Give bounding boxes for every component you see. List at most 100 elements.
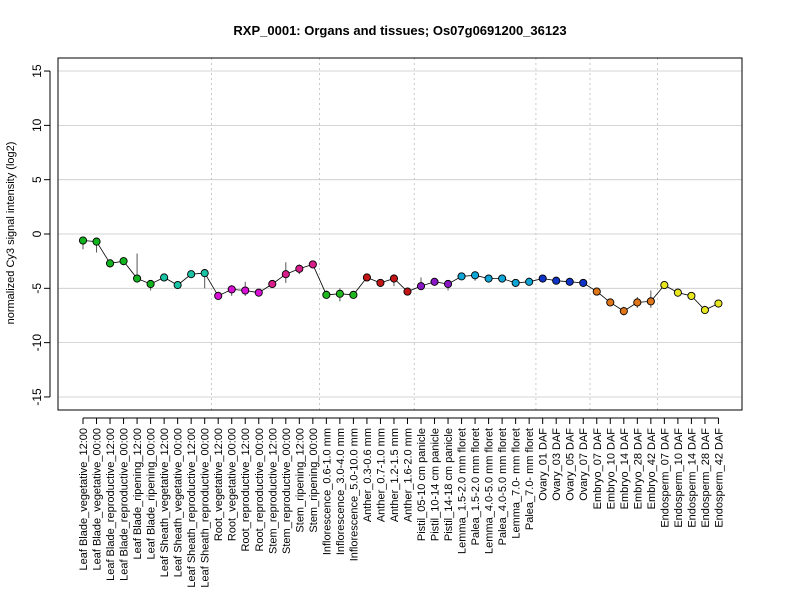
data-point xyxy=(700,305,709,315)
data-point xyxy=(511,278,520,287)
data-point xyxy=(484,274,493,283)
data-point xyxy=(335,289,344,298)
x-tick-label: Ovary_03 DAF xyxy=(551,428,563,501)
x-tick-label: Palea_1.5-2.0 mm floret xyxy=(470,428,482,545)
x-tick-label: Endosperm_10 DAF xyxy=(673,428,685,528)
x-tick-label: Pistil_14-18 cm panicle xyxy=(443,428,455,541)
y-axis: -15 -10 -5 0 5 10 15 xyxy=(30,64,51,406)
x-tick-label: Lemma_7.0- mm floret xyxy=(511,428,523,539)
x-tick-label: Palea_4.0-5.0 mm floret xyxy=(497,428,509,545)
data-point xyxy=(200,269,209,278)
x-tick-label: Leaf Sheath_reproductive_00:00 xyxy=(200,428,212,588)
data-point xyxy=(349,290,358,299)
data-point xyxy=(619,307,628,316)
x-tick-label: Pistil_10-14 cm panicle xyxy=(430,428,442,541)
x-tick-label: Endosperm_07 DAF xyxy=(659,428,671,528)
data-point xyxy=(579,278,588,287)
x-tick-label: Leaf Blade_ripening_00:00 xyxy=(146,428,158,560)
x-tick-label: Pistil_05-10 cm panicle xyxy=(416,428,428,541)
data-point xyxy=(268,279,277,289)
x-tick-label: Leaf Sheath_vegetative_12:00 xyxy=(159,428,171,577)
x-tick-label: Leaf Blade_ripening_12:00 xyxy=(132,428,144,560)
x-tick-label: Anther_0.7-1.0 mm xyxy=(375,428,387,522)
data-point xyxy=(714,299,723,308)
x-tick-label: Embryo_14 DAF xyxy=(619,428,631,510)
x-tick-label: Embryo_07 DAF xyxy=(592,428,604,510)
x-tick-label: Inflorescence_0.6-1.0 mm xyxy=(321,428,333,555)
data-point xyxy=(160,273,169,282)
x-tick-label: Anther_1.6-2.0 mm xyxy=(402,428,414,522)
data-point xyxy=(646,297,655,306)
data-point-layer xyxy=(78,236,723,316)
x-tick-label: Endosperm_14 DAF xyxy=(686,428,698,528)
x-tick-label: Stem_reproductive_12:00 xyxy=(267,428,279,554)
data-point xyxy=(592,287,601,296)
x-tick-label: Endosperm_28 DAF xyxy=(700,428,712,528)
plot-frame xyxy=(57,57,743,411)
data-point xyxy=(254,288,263,297)
data-point xyxy=(687,291,696,300)
data-point xyxy=(389,274,399,283)
data-point xyxy=(119,257,128,266)
data-point xyxy=(133,274,142,283)
data-point xyxy=(362,273,371,282)
series-line xyxy=(82,240,719,312)
y-tick-label: 10 xyxy=(30,118,44,132)
data-point xyxy=(187,270,196,279)
data-point xyxy=(416,282,426,291)
x-tick-label: Leaf Sheath_vegetative_00:00 xyxy=(173,428,185,577)
x-tick-label: Embryo_42 DAF xyxy=(646,428,658,510)
x-tick-label: Ovary_01 DAF xyxy=(538,428,550,501)
x-tick-label: Palea_7.0- mm floret xyxy=(524,428,536,530)
x-tick-label: Leaf Blade_vegetative_00:00 xyxy=(92,428,104,571)
x-tick-label: Stem_ripening_00:00 xyxy=(308,428,320,533)
data-point xyxy=(660,281,669,290)
data-point xyxy=(498,274,507,283)
y-tick-label: -15 xyxy=(30,388,44,406)
data-point xyxy=(525,277,534,286)
chart-title: RXP_0001: Organs and tissues; Os07g06912… xyxy=(233,23,566,38)
data-point xyxy=(376,278,385,287)
y-tick-label: -10 xyxy=(30,334,44,352)
data-point xyxy=(471,271,480,280)
x-tick-label: Leaf Sheath_reproductive_12:00 xyxy=(186,428,198,588)
y-tick-label: 15 xyxy=(30,64,44,78)
x-tick-label: Embryo_28 DAF xyxy=(632,428,644,510)
x-tick-label: Stem_ripening_12:00 xyxy=(294,428,306,533)
x-tick-label: Root_vegetative_00:00 xyxy=(227,428,239,541)
x-tick-label: Ovary_05 DAF xyxy=(565,428,577,501)
data-point xyxy=(457,272,466,281)
data-point xyxy=(538,274,547,283)
data-point xyxy=(227,285,236,294)
data-point xyxy=(430,277,439,286)
data-point xyxy=(606,298,615,307)
data-point xyxy=(92,237,101,246)
data-point xyxy=(146,279,155,289)
x-tick-label: Stem_reproductive_00:00 xyxy=(281,428,293,554)
data-point xyxy=(443,279,453,289)
x-tick-label: Leaf Blade_reproductive_00:00 xyxy=(119,428,131,581)
x-tick-label: Anther_1.2-1.5 mm xyxy=(389,428,401,522)
data-point xyxy=(673,288,682,297)
data-point xyxy=(295,264,304,273)
data-point xyxy=(552,276,561,285)
y-tick-label: -5 xyxy=(30,283,44,294)
x-tick-label: Anther_0.3-0.6 mm xyxy=(362,428,374,522)
data-point xyxy=(565,277,574,286)
y-tick-label: 5 xyxy=(30,176,44,183)
data-point xyxy=(173,281,182,290)
x-tick-label: Root_reproductive_12:00 xyxy=(240,428,252,552)
data-point xyxy=(281,270,290,279)
data-point xyxy=(322,290,331,299)
x-tick-label: Ovary_07 DAF xyxy=(578,428,590,501)
x-tick-label: Inflorescence_3.0-4.0 mm xyxy=(335,428,347,555)
x-tick-label: Leaf Blade_vegetative_12:00 xyxy=(78,428,90,571)
x-tick-label: Root_vegetative_12:00 xyxy=(213,428,225,541)
y-tick-label: 0 xyxy=(30,230,44,237)
x-tick-label: Embryo_10 DAF xyxy=(605,428,617,510)
data-point xyxy=(78,236,88,245)
data-point xyxy=(241,286,250,295)
group-separator-layer xyxy=(211,58,658,410)
x-tick-label: Lemma_4.0-5.0 mm floret xyxy=(484,428,496,554)
